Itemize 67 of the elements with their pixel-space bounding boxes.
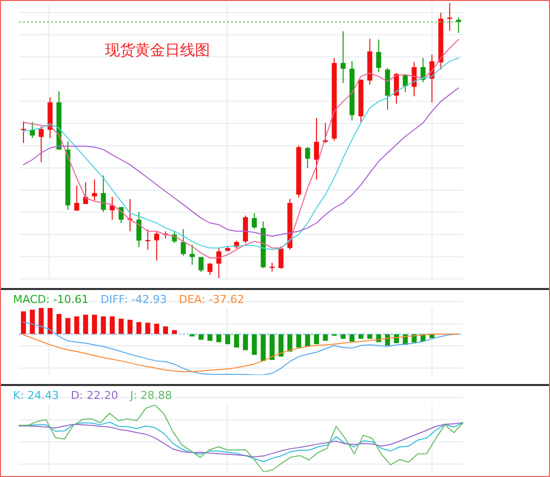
candlestick: [198, 256, 204, 272]
bar: [128, 320, 133, 334]
candlestick: [305, 146, 310, 168]
candlestick: [322, 122, 328, 144]
bar: [314, 334, 319, 344]
bar: [100, 316, 106, 334]
text: D: 22.20: [70, 389, 118, 402]
text: 现货黄金日线图: [105, 41, 210, 60]
candlestick: [30, 122, 35, 139]
candlestick: [376, 39, 382, 73]
bar: [305, 334, 310, 347]
bar: [242, 334, 248, 350]
text: K: 24.43: [13, 389, 59, 402]
bar: [110, 316, 115, 334]
candlestick: [190, 244, 195, 266]
bar: [270, 334, 275, 360]
bar: [30, 310, 35, 334]
bar: [350, 334, 355, 342]
candlestick: [340, 30, 346, 84]
candlestick: [145, 229, 150, 250]
bar: [65, 318, 70, 334]
bar: [358, 334, 364, 339]
bar: [322, 334, 328, 341]
bar: [83, 314, 88, 334]
candlestick: [180, 228, 186, 256]
candlestick: [92, 179, 97, 201]
candlestick: [412, 62, 417, 97]
bar: [225, 334, 230, 344]
bar: [198, 334, 204, 340]
bar: [172, 330, 177, 334]
bar: [340, 334, 346, 339]
bar: [287, 334, 292, 352]
bar: [234, 334, 240, 348]
bar: [118, 318, 124, 334]
candlestick: [100, 174, 106, 212]
bar: [367, 334, 372, 339]
candlestick: [314, 117, 319, 180]
text: DEA: -37.62: [178, 293, 244, 306]
candlestick: [74, 185, 80, 212]
bar: [296, 334, 302, 348]
bar: [145, 322, 150, 334]
bar: [92, 314, 97, 334]
series-label: MACD: -10.61: [13, 293, 89, 306]
candlestick: [278, 246, 284, 270]
candlestick: [252, 212, 257, 230]
bar: [74, 316, 80, 334]
candlestick: [207, 262, 212, 276]
candlestick: [110, 196, 115, 220]
candlestick: [136, 212, 142, 248]
bar: [38, 308, 44, 334]
bar: [56, 314, 62, 334]
bar: [278, 334, 284, 357]
candlestick: [447, 3, 452, 32]
series-label: J: 28.88: [130, 389, 172, 402]
bar: [154, 324, 160, 334]
bar: [216, 334, 222, 342]
bar: [48, 308, 53, 334]
candlestick: [402, 73, 408, 93]
bar: [20, 311, 26, 334]
bar: [207, 334, 212, 341]
bar: [260, 334, 266, 361]
candlestick: [154, 230, 160, 262]
bar: [163, 326, 168, 334]
text: DIFF: -42.93: [100, 293, 167, 306]
bar: [252, 334, 257, 355]
bar: [136, 322, 142, 334]
candlestick: [38, 126, 44, 163]
